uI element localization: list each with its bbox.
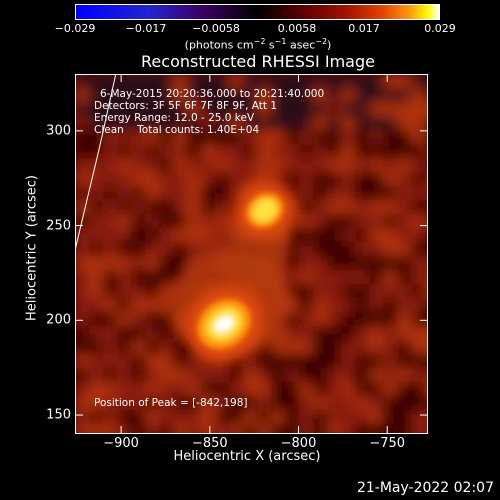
y-axis-label: Heliocentric Y (arcsec) [24, 175, 40, 321]
y-tick-label: 300 [46, 123, 71, 139]
source-2 [233, 179, 297, 242]
x-axis-label: Heliocentric X (arcsec) [173, 449, 321, 464]
x-tick-label: −900 [103, 436, 139, 451]
annotation-method: Clean Total counts: 1.40E+04 [94, 124, 260, 136]
y-tick-label: 250 [46, 218, 71, 234]
colorbar-tick-label: −0.029 [54, 22, 96, 35]
x-tick-label: −800 [280, 436, 317, 451]
plot-frame [75, 74, 428, 434]
colorbar-tick-label: 0.017 [348, 22, 380, 35]
colorbar-tick-label: −0.0058 [192, 22, 240, 35]
colorbar-tick-label: −0.017 [125, 22, 167, 35]
heatmap-image [75, 74, 428, 434]
timestamp: 21-May-2022 02:07 [356, 480, 494, 496]
colorbar-units: (photons cm−2 s−1 asec−2) [184, 37, 332, 52]
colorbar-tick-label: 0.029 [424, 22, 456, 35]
y-tick-label: 150 [46, 407, 71, 423]
x-tick-label: −850 [191, 436, 228, 451]
y-tick-label: 200 [46, 312, 71, 328]
heatmap-plot [75, 74, 428, 434]
annotation-energy: Energy Range: 12.0 - 25.0 keV [94, 112, 255, 124]
x-tick-label: −750 [369, 436, 406, 451]
colorbar-tick-label: 0.0058 [277, 22, 317, 35]
annotation-time-range: 6-May-2015 20:20:36.000 to 20:21:40.000 [100, 88, 325, 100]
annotation-peak: Position of Peak = [-842,198] [94, 397, 248, 409]
source-1 [185, 286, 263, 362]
chart-title: Reconstructed RHESSI Image [141, 52, 375, 71]
solar-limb-line [75, 74, 117, 251]
colorbar [75, 4, 440, 20]
annotation-detectors: Detectors: 3F 5F 6F 7F 8F 9F, Att 1 [94, 100, 278, 112]
